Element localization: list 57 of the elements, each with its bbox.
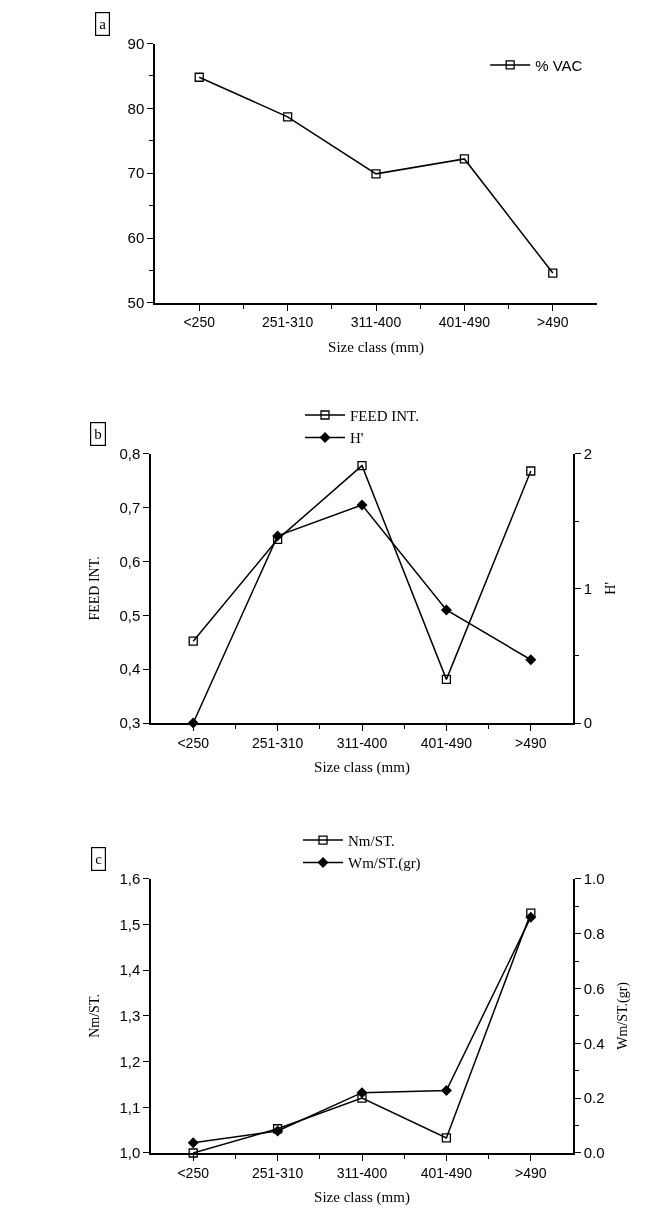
x-tick-label: <250 xyxy=(177,1164,210,1181)
y2-tick-label: 1.0 xyxy=(583,870,605,888)
chart-title: c xyxy=(95,851,103,868)
y2-tick-label: 0.8 xyxy=(583,924,605,942)
x-tick-label: >490 xyxy=(515,1164,547,1181)
y2-tick-label: 2 xyxy=(583,445,593,463)
x-axis-title: Size class (mm) xyxy=(328,338,424,356)
x-tick-label: <250 xyxy=(183,314,216,331)
y-tick-label: 1,6 xyxy=(119,870,141,888)
y2-tick-label: 1 xyxy=(583,579,593,597)
x-tick-label: 401-490 xyxy=(438,314,491,331)
chart-title: a xyxy=(99,16,107,33)
y2-tick-label: 0.4 xyxy=(583,1034,605,1052)
y2-tick-label: 0.2 xyxy=(583,1089,605,1107)
y-tick-label: 1,3 xyxy=(119,1007,141,1025)
x-tick-label: 401-490 xyxy=(420,734,473,751)
legend-label: Wm/ST.(gr) xyxy=(348,855,421,873)
x-tick-label: 251-310 xyxy=(261,314,314,331)
y-tick-label: 1,2 xyxy=(119,1052,141,1070)
y2-axis-title: Wm/ST.(gr) xyxy=(615,981,632,1050)
y-tick-label: 1,5 xyxy=(119,915,141,933)
y-tick-label: 60 xyxy=(127,229,145,247)
y-tick-label: 70 xyxy=(127,164,145,182)
y-tick-label: 0,4 xyxy=(119,660,141,678)
x-tick-label: 401-490 xyxy=(420,1164,473,1181)
y2-axis-title: H' xyxy=(602,582,618,595)
y-tick-label: 90 xyxy=(127,34,145,52)
y2-tick-label: 0.0 xyxy=(583,1144,605,1162)
y-axis-title: FEED INT. xyxy=(87,556,103,621)
y-tick-label: 0,6 xyxy=(119,552,141,570)
x-axis-title: Size class (mm) xyxy=(314,1189,410,1207)
x-tick-label: 251-310 xyxy=(251,734,304,751)
y-tick-label: 50 xyxy=(127,294,145,312)
y-tick-label: 0,7 xyxy=(119,498,141,516)
y-tick-label: 1,0 xyxy=(119,1144,141,1162)
y2-tick-label: 0.6 xyxy=(583,979,605,997)
legend-label: H' xyxy=(350,430,364,447)
x-tick-label: 311-400 xyxy=(350,314,402,331)
x-tick-label: 311-400 xyxy=(336,734,388,751)
x-tick-label: >490 xyxy=(515,734,547,751)
x-tick-label: >490 xyxy=(537,314,569,331)
y-tick-label: 0,3 xyxy=(119,714,141,732)
y-tick-label: 0,8 xyxy=(119,445,141,463)
legend-label: Nm/ST. xyxy=(348,832,395,849)
x-tick-label: 311-400 xyxy=(336,1164,388,1181)
x-tick-label: 251-310 xyxy=(251,1164,304,1181)
y-tick-label: 0,5 xyxy=(119,606,141,624)
y-tick-label: 1,4 xyxy=(119,961,141,979)
y-axis-title: Nm/ST. xyxy=(87,994,103,1038)
y2-tick-label: 0 xyxy=(583,714,593,732)
x-axis-title: Size class (mm) xyxy=(314,759,410,777)
x-tick-label: <250 xyxy=(177,734,210,751)
legend-label: % VAC xyxy=(535,56,583,74)
y-tick-label: 1,1 xyxy=(119,1098,141,1116)
chart-title: b xyxy=(94,426,102,443)
y-tick-label: 80 xyxy=(127,99,145,117)
legend-label: FEED INT. xyxy=(350,407,419,424)
